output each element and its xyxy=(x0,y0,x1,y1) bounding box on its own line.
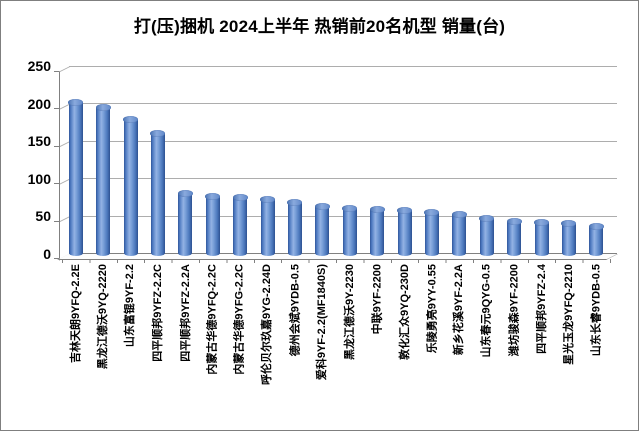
bar-19 xyxy=(561,220,577,256)
x-axis-category-label: 山东富锟9YF-2.2 xyxy=(124,264,137,348)
bar-5 xyxy=(177,189,193,256)
bar-20 xyxy=(588,222,604,256)
bar-2 xyxy=(95,104,111,256)
x-axis-category-label: 呼伦贝尔玖嘉9YG-2.24D xyxy=(261,264,274,386)
x-axis-category-label: 乐陵勇亮9YY-0.55 xyxy=(425,264,438,354)
x-axis-category-label: 四平顺邦9YFZ-2.2C xyxy=(151,264,164,362)
x-axis-category-label: 四平顺邦9YFZ-2.4 xyxy=(535,264,548,354)
x-axis-category-label: 敦化汇众9YQ-230D xyxy=(398,264,411,360)
x-axis-category-label: 爱科9YF-2.2(MF1840S) xyxy=(316,264,329,381)
x-axis-category-label: 四平顺邦9YFZ-2.2A xyxy=(179,264,192,362)
gridline xyxy=(69,140,617,142)
x-axis-category-label: 黑龙江德沃9Y-2230 xyxy=(343,264,356,360)
x-axis-category-label: 德州会斌9YDB-0.5 xyxy=(288,264,301,357)
bar-13 xyxy=(397,206,412,256)
bar-10 xyxy=(314,203,330,256)
bar-14 xyxy=(424,209,440,256)
bar-8 xyxy=(260,195,275,256)
bar-15 xyxy=(451,210,467,256)
bar-3 xyxy=(123,116,138,256)
x-axis-tick-marks xyxy=(62,258,612,263)
y-axis-tick-mark xyxy=(54,70,59,72)
bar-6 xyxy=(205,192,221,256)
x-axis-category-label: 星光玉龙9YFQ-2210 xyxy=(562,264,575,365)
x-axis-category-label: 潍坊骏森9YF-2200 xyxy=(508,264,521,357)
y-axis-tick-mark xyxy=(54,258,59,259)
gridline xyxy=(69,178,617,179)
y-axis-tick-label: 150 xyxy=(27,133,51,149)
y-axis-tick-label: 200 xyxy=(27,95,51,112)
x-axis-category-label: 内蒙古华德9YFQ-2.2C xyxy=(206,264,219,375)
y-axis-tick-mark xyxy=(54,145,59,147)
gridline xyxy=(69,103,617,104)
x-axis-category-label: 吉林天朗9YFQ-2.2E xyxy=(69,264,82,364)
bar-7 xyxy=(232,194,248,256)
y-axis-tick-label: 250 xyxy=(27,58,51,74)
x-axis-category-label: 中联9YF-2200 xyxy=(371,264,384,335)
y-axis-tick-mark xyxy=(54,108,59,109)
x-axis-category-label: 新乡花溪9YF-2.2A xyxy=(453,264,466,356)
y-axis-tick-label: 50 xyxy=(35,208,51,224)
y-axis-tick-mark xyxy=(54,220,59,222)
x-axis-category-label: 黑龙江德沃9YQ-2220 xyxy=(97,264,110,370)
bar-17 xyxy=(506,218,522,256)
bar-18 xyxy=(534,218,549,256)
x-axis-category-label: 山东长睿9YDB-0.5 xyxy=(590,264,603,357)
bar-4 xyxy=(150,129,166,256)
y-axis-tick-label: 0 xyxy=(43,245,51,262)
bar-9 xyxy=(287,198,303,256)
y-axis-tick-mark xyxy=(54,183,59,184)
bar-11 xyxy=(342,205,358,256)
x-axis-category-label: 山东春元9QYG-0.5 xyxy=(480,264,493,358)
bar-12 xyxy=(369,206,385,256)
bar-1 xyxy=(68,98,84,256)
chart-title: 打(压)捆机 2024上半年 热销前20名机型 销量(台) xyxy=(133,17,506,36)
x-axis-category-label: 内蒙古华德9YFG-2.2C xyxy=(234,264,247,375)
bar-16 xyxy=(479,215,495,256)
gridline xyxy=(69,65,617,67)
y-axis-tick-label: 100 xyxy=(27,170,51,187)
